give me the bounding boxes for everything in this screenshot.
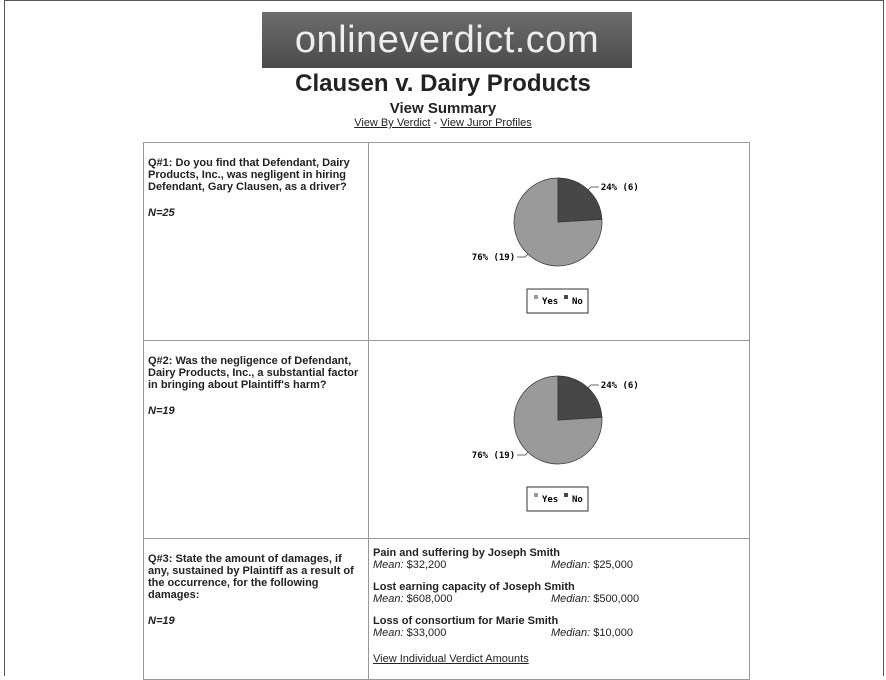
pie-slice	[557, 177, 603, 223]
legend-swatch	[564, 493, 568, 497]
question-row: Q#3: State the amount of damages, if any…	[143, 538, 750, 680]
legend-label: No	[572, 495, 583, 505]
median-value: $10,000	[593, 627, 633, 639]
mean-value: $33,000	[406, 627, 447, 639]
pie-chart: 76% (19) 24% (6) Yes No	[472, 177, 639, 314]
mean-label: Mean:	[373, 593, 404, 605]
damage-stats: Mean: $33,000 Median: $10,000	[373, 627, 745, 639]
question-text: Q#3: State the amount of damages, if any…	[148, 553, 354, 601]
question-cell: Q#1: Do you find that Defendant, Dairy P…	[143, 142, 369, 341]
chart-cell: 76% (19) 24% (6) Yes No	[368, 340, 750, 539]
damages-cell: Pain and suffering by Joseph Smith Mean: …	[368, 538, 750, 680]
legend-swatch	[534, 493, 538, 497]
page-subtitle: View Summary	[389, 100, 497, 117]
damage-stats: Mean: $32,200 Median: $25,000	[373, 559, 745, 571]
legend-swatch	[534, 295, 538, 299]
question-row: Q#1: Do you find that Defendant, Dairy P…	[143, 142, 750, 341]
question-text: Q#2: Was the negligence of Defendant, Da…	[148, 355, 359, 391]
legend: Yes No	[526, 486, 589, 512]
slice-label: 24% (6)	[601, 381, 639, 391]
leader-line	[587, 384, 599, 389]
leader-line	[587, 186, 599, 191]
verdict-amounts-link[interactable]: View Individual Verdict Amounts	[373, 653, 529, 665]
legend-box	[526, 288, 589, 314]
slice-label: 24% (6)	[601, 183, 639, 193]
legend-label: Yes	[542, 297, 558, 307]
page-title: Clausen v. Dairy Products	[295, 70, 591, 97]
median: Median: $25,000	[551, 559, 633, 571]
mean: Mean: $608,000	[373, 593, 551, 605]
damage-name: Loss of consortium for Marie Smith	[373, 615, 559, 627]
slice-label: 76% (19)	[472, 451, 515, 461]
mean-value: $608,000	[406, 593, 453, 605]
median-label: Median:	[551, 593, 591, 605]
pie-chart: 76% (19) 24% (6) Yes No	[472, 375, 639, 512]
damage-name: Lost earning capacity of Joseph Smith	[373, 581, 575, 593]
median-label: Median:	[551, 559, 591, 571]
summary-table: Q#1: Do you find that Defendant, Dairy P…	[143, 142, 750, 680]
mean-label: Mean:	[373, 559, 404, 571]
legend-label: No	[572, 297, 583, 307]
question-cell: Q#3: State the amount of damages, if any…	[143, 538, 369, 680]
mean-value: $32,200	[406, 559, 447, 571]
mean-label: Mean:	[373, 627, 404, 639]
chart-cell: 76% (19) 24% (6) Yes No	[368, 142, 750, 341]
question-cell: Q#2: Was the negligence of Defendant, Da…	[143, 340, 369, 539]
sample-size: N=19	[148, 405, 175, 417]
link-wrap: View Individual Verdict Amounts	[373, 653, 745, 665]
legend-box	[526, 486, 589, 512]
legend-label: Yes	[542, 495, 558, 505]
frame	[4, 0, 884, 676]
question-row: Q#2: Was the negligence of Defendant, Da…	[143, 340, 750, 539]
link[interactable]: View By Verdict	[354, 117, 431, 129]
question-text: Q#1: Do you find that Defendant, Dairy P…	[148, 157, 350, 193]
separator: -	[433, 117, 438, 129]
link[interactable]: View Juror Profiles	[440, 117, 532, 129]
nav-links: View By Verdict - View Juror Profiles	[0, 117, 886, 129]
median-label: Median:	[551, 627, 591, 639]
median: Median: $10,000	[551, 627, 633, 639]
pie-slice	[557, 375, 603, 421]
sample-size: N=25	[148, 207, 175, 219]
damage-stats: Mean: $608,000 Median: $500,000	[373, 593, 745, 605]
mean: Mean: $33,000	[373, 627, 551, 639]
mean: Mean: $32,200	[373, 559, 551, 571]
legend-swatch	[564, 295, 568, 299]
median-value: $500,000	[593, 593, 640, 605]
legend: Yes No	[526, 288, 589, 314]
median: Median: $500,000	[551, 593, 639, 605]
leader-line	[517, 253, 529, 258]
logo: onlineverdict.com	[262, 12, 632, 68]
sample-size: N=19	[148, 615, 175, 627]
median-value: $25,000	[593, 559, 633, 571]
slice-label: 76% (19)	[472, 253, 515, 263]
damage-name: Pain and suffering by Joseph Smith	[373, 547, 561, 559]
leader-line	[517, 451, 529, 456]
